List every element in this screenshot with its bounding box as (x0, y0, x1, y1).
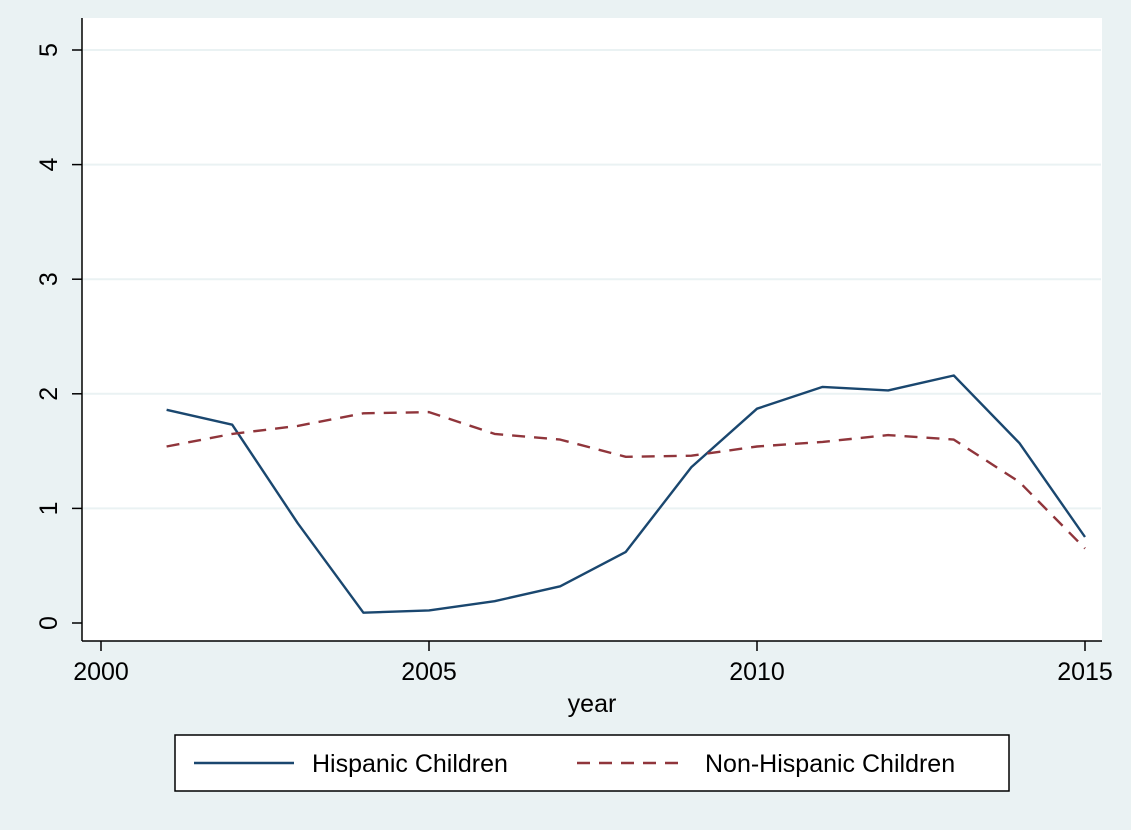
x-tick-label-2005: 2005 (401, 658, 457, 686)
x-axis-title: year (568, 690, 617, 718)
y-tick-label-0: 0 (35, 616, 63, 630)
x-tick-label-2015: 2015 (1057, 658, 1113, 686)
legend-label-hispanic: Hispanic Children (312, 750, 508, 778)
y-tick-label-2: 2 (35, 387, 63, 401)
y-tick-label-4: 4 (35, 158, 63, 172)
y-tick-label-5: 5 (35, 43, 63, 57)
y-tick-label-3: 3 (35, 272, 63, 286)
x-tick-label-2000: 2000 (73, 658, 129, 686)
plot-area (82, 18, 1102, 641)
y-tick-label-1: 1 (35, 501, 63, 515)
x-tick-label-2010: 2010 (729, 658, 785, 686)
legend-label-non-hispanic: Non-Hispanic Children (705, 750, 955, 778)
legend: Hispanic Children Non-Hispanic Children (175, 735, 1009, 791)
